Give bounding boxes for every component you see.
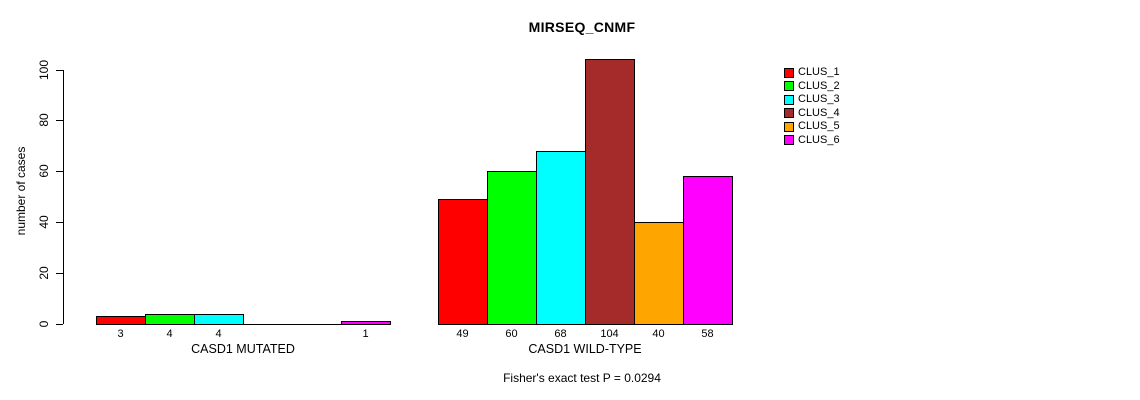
bar-value-label: 68 bbox=[554, 328, 567, 340]
bar-value-label: 1 bbox=[362, 328, 369, 340]
legend-swatch bbox=[784, 94, 794, 105]
legend-item: CLUS_5 bbox=[784, 120, 840, 134]
y-tick-label: 100 bbox=[37, 59, 51, 80]
y-tick bbox=[56, 69, 63, 71]
legend: CLUS_1 CLUS_2 CLUS_3 CLUS_4 CLUS_5 CLUS_6 bbox=[784, 66, 840, 147]
bar bbox=[487, 171, 537, 325]
y-tick bbox=[56, 171, 63, 173]
bar bbox=[634, 222, 684, 325]
bar bbox=[341, 321, 391, 325]
bar bbox=[194, 314, 244, 325]
bar-value-label: 104 bbox=[600, 328, 619, 340]
legend-swatch bbox=[784, 81, 794, 92]
x-group-label: CASD1 WILD-TYPE bbox=[528, 342, 642, 356]
y-tick bbox=[56, 120, 63, 122]
y-tick-label: 60 bbox=[37, 164, 51, 178]
bar bbox=[683, 176, 733, 325]
bar bbox=[585, 59, 635, 325]
bar-value-label: 40 bbox=[652, 328, 665, 340]
y-tick-label: 0 bbox=[37, 320, 51, 328]
legend-label: CLUS_6 bbox=[798, 133, 840, 146]
bar-value-label: 60 bbox=[505, 328, 518, 340]
y-axis-line bbox=[63, 69, 64, 324]
legend-label: CLUS_3 bbox=[798, 93, 840, 106]
x-group-label: CASD1 MUTATED bbox=[191, 342, 295, 356]
chart-title: MIRSEQ_CNMF bbox=[528, 19, 636, 35]
legend-swatch bbox=[784, 108, 794, 119]
fisher-test-annotation: Fisher's exact test P = 0.0294 bbox=[503, 371, 661, 385]
bar-value-label: 3 bbox=[117, 328, 124, 340]
legend-swatch bbox=[784, 121, 794, 132]
bar bbox=[536, 151, 586, 325]
y-tick bbox=[56, 273, 63, 275]
y-axis-label: number of cases bbox=[14, 146, 28, 236]
legend-item: CLUS_4 bbox=[784, 107, 840, 121]
legend-swatch bbox=[784, 67, 794, 78]
legend-item: CLUS_3 bbox=[784, 93, 840, 107]
legend-swatch bbox=[784, 135, 794, 146]
legend-label: CLUS_2 bbox=[798, 79, 840, 92]
legend-label: CLUS_5 bbox=[798, 120, 840, 133]
legend-item: CLUS_1 bbox=[784, 66, 840, 80]
bar-value-label: 4 bbox=[166, 328, 173, 340]
legend-label: CLUS_1 bbox=[798, 66, 840, 79]
bar-value-label: 4 bbox=[215, 328, 222, 340]
y-tick bbox=[56, 222, 63, 224]
y-tick bbox=[56, 324, 63, 325]
legend-item: CLUS_2 bbox=[784, 80, 840, 94]
bar bbox=[145, 314, 195, 325]
bar bbox=[96, 316, 146, 325]
y-tick-label: 80 bbox=[37, 113, 51, 128]
legend-item: CLUS_6 bbox=[784, 134, 840, 148]
legend-label: CLUS_4 bbox=[798, 106, 840, 119]
y-tick-label: 40 bbox=[37, 215, 51, 229]
bar-value-label: 58 bbox=[701, 328, 714, 340]
bar-value-label: 49 bbox=[456, 328, 469, 340]
bar bbox=[438, 199, 488, 325]
y-tick-label: 20 bbox=[37, 266, 51, 280]
